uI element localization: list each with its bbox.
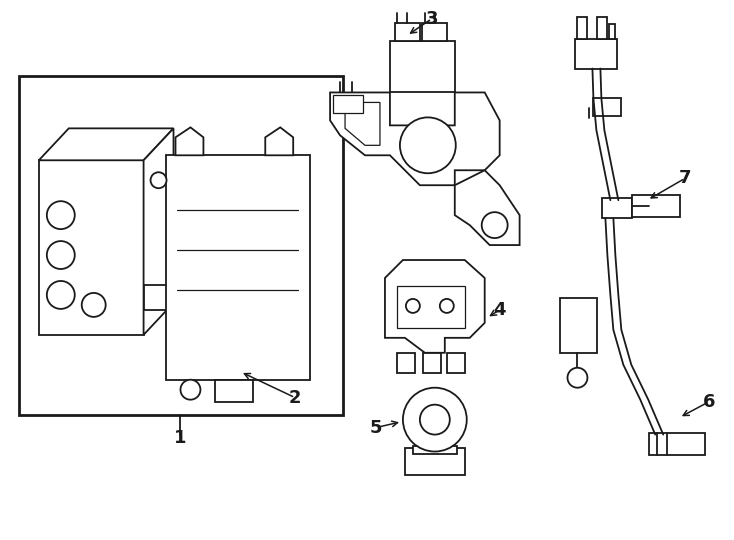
Polygon shape <box>609 24 615 38</box>
Text: 7: 7 <box>679 169 691 187</box>
Text: 4: 4 <box>493 301 506 319</box>
Polygon shape <box>175 127 203 156</box>
Polygon shape <box>39 160 144 335</box>
Circle shape <box>81 293 106 317</box>
Polygon shape <box>345 103 380 145</box>
Bar <box>603 198 632 218</box>
Polygon shape <box>397 353 415 373</box>
Polygon shape <box>455 170 520 245</box>
Polygon shape <box>265 127 293 156</box>
Polygon shape <box>144 129 173 335</box>
Polygon shape <box>447 353 465 373</box>
Text: 2: 2 <box>289 389 302 407</box>
Bar <box>166 156 310 380</box>
Bar <box>395 23 420 40</box>
Bar <box>632 195 680 217</box>
Text: 1: 1 <box>174 429 186 447</box>
Bar <box>559 298 597 353</box>
Circle shape <box>406 299 420 313</box>
Circle shape <box>567 368 587 388</box>
Circle shape <box>181 380 200 400</box>
Polygon shape <box>578 17 587 38</box>
Bar <box>575 38 617 69</box>
Bar <box>397 286 465 328</box>
Bar <box>422 23 447 40</box>
Text: 6: 6 <box>703 393 716 410</box>
Bar <box>593 98 622 117</box>
Bar <box>215 380 253 402</box>
Polygon shape <box>385 260 484 353</box>
Bar <box>413 446 457 454</box>
Polygon shape <box>423 353 441 373</box>
Polygon shape <box>597 17 607 38</box>
Text: 3: 3 <box>426 10 438 28</box>
Bar <box>405 448 465 476</box>
Bar <box>144 285 173 310</box>
Circle shape <box>47 281 75 309</box>
Circle shape <box>400 117 456 173</box>
Text: 5: 5 <box>370 418 382 437</box>
Bar <box>650 433 705 455</box>
Circle shape <box>47 201 75 229</box>
Circle shape <box>440 299 454 313</box>
Circle shape <box>150 172 167 188</box>
Bar <box>390 40 455 92</box>
Polygon shape <box>39 129 173 160</box>
Circle shape <box>420 404 450 435</box>
Bar <box>19 76 343 415</box>
Circle shape <box>403 388 467 451</box>
Polygon shape <box>330 92 500 185</box>
Circle shape <box>47 241 75 269</box>
Bar <box>333 96 363 113</box>
Circle shape <box>482 212 508 238</box>
